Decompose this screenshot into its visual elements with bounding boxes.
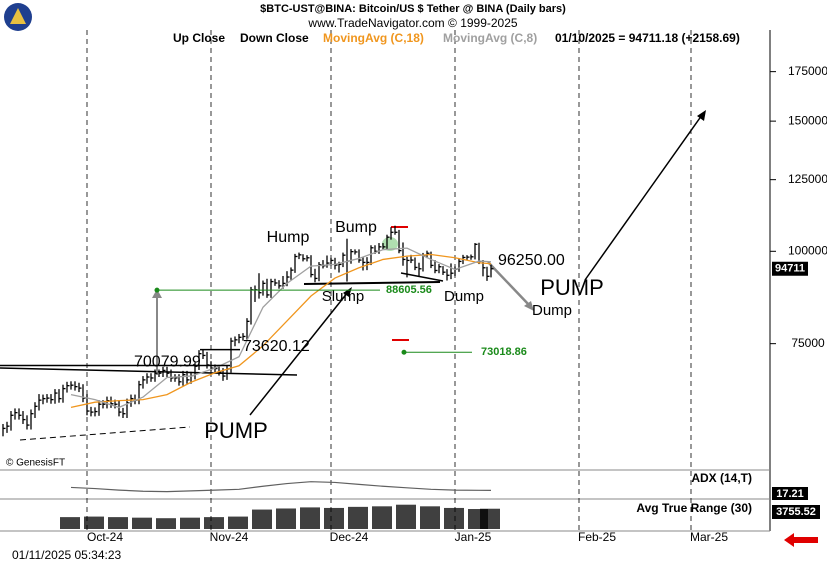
price-level-label: 73018.86 [481,346,527,358]
x-tick-label: Feb-25 [578,530,616,544]
highlight [382,237,398,251]
value-tag-bg [772,505,820,519]
legend-entry: MovingAvg (C,8) [443,31,537,45]
arrow [487,261,531,307]
y-tick-label: 125000 [788,172,827,186]
value-tag-bg [772,487,808,500]
price-tag-bg [772,261,808,276]
price-level-label: 70079.99 [134,354,201,371]
legend-down: Down Close [240,31,309,45]
annotation: PUMP [540,275,604,300]
trendline [0,367,298,376]
arrow-head [343,287,352,297]
indicator-bar [444,507,464,529]
logo-mark [10,8,26,24]
indicator-bar [204,517,224,529]
indicator-bar [276,508,296,529]
price-level-label: 88605.56 [386,284,432,296]
y-tick-label: 150000 [788,113,827,127]
trendline [19,426,191,441]
copyright: © GenesisFT [6,458,65,469]
price-level-label: 73620.12 [243,338,310,355]
indicator-bar [180,517,200,529]
indicator-bar [252,509,272,529]
y-tick-label: 175000 [788,64,827,78]
value-tag: 3755.52 [776,506,816,518]
indicator-bar [108,517,128,529]
indicator-bar [300,507,320,529]
footer-date: 01/11/2025 05:34:23 [12,548,122,562]
moving-average [70,247,492,409]
indicator-bar [132,517,152,529]
x-tick-label: Mar-25 [690,530,728,544]
panel-title: Avg True Range (30) [636,501,752,515]
legend-entry: MovingAvg (C,18) [323,31,424,45]
x-tick-label: Oct-24 [87,530,123,544]
annotation: Hump [267,229,310,246]
annotation: Bump [335,219,377,236]
arrow-head [152,289,162,298]
arrow-head [697,110,706,121]
x-tick-label: Jan-25 [455,530,492,544]
arrow [249,291,349,416]
panel-title: ADX (14,T) [691,471,752,485]
annotation: Dump [532,302,572,319]
status: 01/10/2025 = 94711.18 (+2158.69) [555,31,740,45]
trendline [400,272,444,282]
x-tick-label: Nov-24 [210,530,249,544]
legend-up: Up Close [173,31,225,45]
indicator-bar [480,508,500,529]
indicator-bar [420,506,440,529]
nav-arrow[interactable] [784,533,818,547]
price-level-dot [154,287,160,293]
indicator-bar [60,517,80,529]
annotation: Dump [444,288,484,305]
arrow [584,114,703,281]
arrow-head [524,301,534,311]
x-tick-label: Dec-24 [330,530,369,544]
moving-average [70,253,492,409]
indicator-bar [324,507,344,529]
y-tick-label: 100000 [788,243,827,257]
price-level-label: 96250.00 [498,252,565,269]
site: www.TradeNavigator.com © 1999-2025 [307,16,517,30]
indicator-line [70,481,492,493]
indicator-bar [372,506,392,529]
y-tick-label: 75000 [791,336,825,350]
annotation: PUMP [204,418,268,443]
indicator-bar [348,506,368,529]
indicator-bar [396,504,416,529]
indicator-bar [84,516,104,529]
price-level-dot [401,349,407,355]
value-tag: 17.21 [776,488,804,500]
indicator-bar [228,516,248,529]
indicator-bar [156,518,176,529]
price-tag: 94711 [775,263,805,275]
annotation: Slump [322,288,365,305]
chart-title: $BTC-UST@BINA: Bitcoin/US $ Tether @ BIN… [260,3,566,15]
